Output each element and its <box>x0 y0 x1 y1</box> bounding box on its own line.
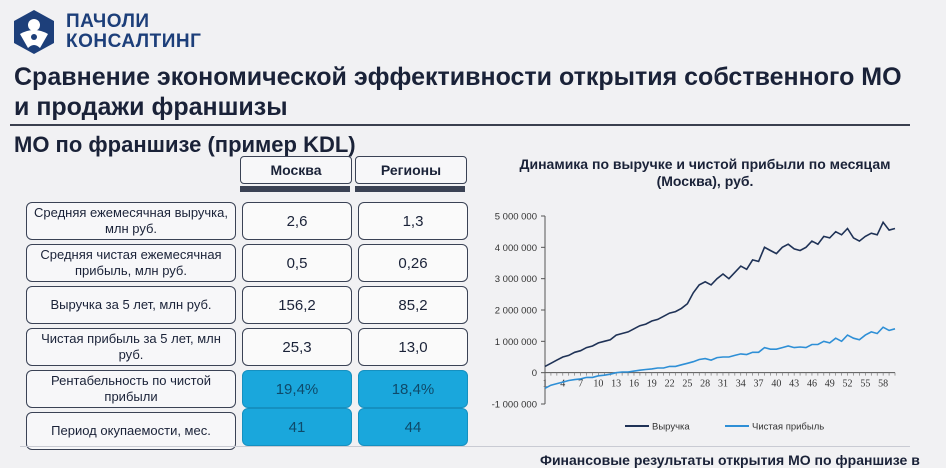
row-label-margin: Рентабельность по чистой прибыли <box>26 370 236 408</box>
y-tick-label: 2 000 000 <box>495 306 537 317</box>
x-tick-label: 28 <box>700 379 710 390</box>
row-label-avg-profit: Средняя чистая ежемесячная прибыль, млн … <box>26 244 236 282</box>
x-tick-label: 52 <box>843 379 853 390</box>
column-header-regions: Регионы <box>355 156 467 184</box>
page-title: Сравнение экономической эффективности от… <box>14 63 902 121</box>
next-section-heading: Финансовые результаты открытия МО по фра… <box>540 452 920 468</box>
x-tick-label: 19 <box>647 379 657 390</box>
section-subtitle: МО по франшизе (пример KDL) <box>14 132 356 157</box>
x-tick-label: 4 <box>560 379 565 390</box>
x-tick-label: 10 <box>593 379 603 390</box>
brand-line-1: ПАЧОЛИ <box>66 11 150 32</box>
y-tick-label: 5 000 000 <box>495 212 537 223</box>
row-label-payback: Период окупаемости, мес. <box>26 412 236 450</box>
column-header-moscow: Москва <box>240 156 352 184</box>
x-tick-label: 37 <box>754 379 764 390</box>
y-tick-label: 0 <box>532 368 537 379</box>
brand-line-2: КОНСАЛТИНГ <box>66 31 202 52</box>
line-chart: 5 000 000 4 000 000 3 000 000 2 000 000 1 00… <box>492 212 896 433</box>
x-tick-label: 1 <box>543 379 548 390</box>
cell-moscow-avg-revenue: 2,6 <box>242 202 352 240</box>
logo-icon <box>14 10 54 54</box>
cell-regions-revenue-5y: 85,2 <box>358 286 468 324</box>
x-tick-label: 43 <box>789 379 799 390</box>
x-tick-label: 58 <box>878 379 888 390</box>
x-tick-label: 22 <box>665 379 675 390</box>
y-tick-label: -1 000 000 <box>492 400 537 411</box>
row-label-profit-5y: Чистая прибыль за 5 лет, млн руб. <box>26 328 236 366</box>
series-line-profit <box>544 326 896 390</box>
cell-moscow-avg-profit: 0,5 <box>242 244 352 282</box>
x-tick-label: 55 <box>860 379 870 390</box>
x-tick-label: 31 <box>718 379 728 390</box>
cell-regions-margin: 18,4% <box>358 370 468 408</box>
chart-title: Динамика по выручке и чистой прибыли по … <box>519 156 891 189</box>
series-line-revenue <box>544 220 896 368</box>
brand-name: ПАЧОЛИ КОНСАЛТИНГ <box>66 12 201 52</box>
x-tick-label: 49 <box>825 379 835 390</box>
x-tick-label: 40 <box>771 379 781 390</box>
row-label-revenue-5y: Выручка за 5 лет, млн руб. <box>26 286 236 324</box>
legend-label-profit: Чистая прибыль <box>752 422 824 433</box>
x-tick-label: 46 <box>807 379 817 390</box>
x-tick-label: 13 <box>611 379 621 390</box>
x-tick-label: 7 <box>578 379 583 390</box>
cell-regions-avg-profit: 0,26 <box>358 244 468 282</box>
legend-label-revenue: Выручка <box>652 422 690 433</box>
y-tick-label: 1 000 000 <box>495 337 537 348</box>
cell-moscow-profit-5y: 25,3 <box>242 328 352 366</box>
column-underline-regions <box>355 186 465 192</box>
x-tick-label: 25 <box>682 379 692 390</box>
y-tick-label: 4 000 000 <box>495 243 537 254</box>
cell-regions-profit-5y: 13,0 <box>358 328 468 366</box>
title-divider <box>10 124 910 126</box>
column-underline-moscow <box>240 186 350 192</box>
section-divider <box>20 446 910 447</box>
cell-regions-avg-revenue: 1,3 <box>358 202 468 240</box>
cell-moscow-payback: 41 <box>242 408 352 446</box>
cell-moscow-revenue-5y: 156,2 <box>242 286 352 324</box>
x-tick-label: 16 <box>629 379 639 390</box>
x-tick-label: 34 <box>736 379 746 390</box>
row-label-avg-revenue: Средняя ежемесячная выручка, млн руб. <box>26 202 236 240</box>
cell-regions-payback: 44 <box>358 408 468 446</box>
y-tick-label: 3 000 000 <box>495 274 537 285</box>
cell-moscow-margin: 19,4% <box>242 370 352 408</box>
